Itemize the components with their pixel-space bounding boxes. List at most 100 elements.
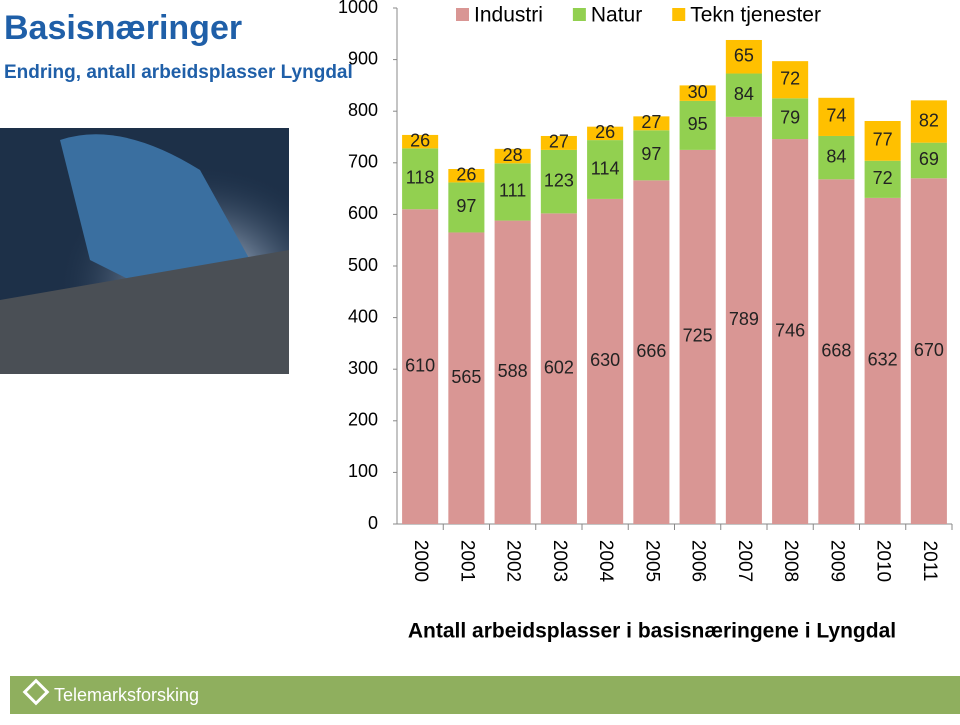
y-tick-label: 1000	[338, 0, 378, 17]
data-label: 602	[544, 357, 574, 377]
y-tick-label: 500	[348, 255, 378, 275]
data-label: 95	[688, 114, 708, 134]
data-label: 97	[456, 196, 476, 216]
x-tick-label: 2010	[873, 540, 894, 582]
bar-segment	[402, 148, 439, 210]
legend-swatch	[456, 8, 469, 21]
x-axis-title: Antall arbeidsplasser i basisnæringene i…	[408, 620, 896, 643]
slide-subtitle: Endring, antall arbeidsplasser Lyngdal	[4, 62, 353, 83]
footer-bar	[10, 676, 960, 714]
data-label: 74	[826, 106, 846, 126]
bar-segment	[633, 180, 670, 524]
bar-segment	[772, 139, 809, 524]
data-label: 670	[914, 340, 944, 360]
bar-segment	[402, 209, 439, 525]
x-tick-label: 2001	[456, 540, 477, 582]
bar-segment	[818, 135, 855, 180]
data-label: 610	[405, 355, 435, 375]
legend-label: Natur	[591, 4, 642, 27]
bar-segment	[679, 100, 716, 150]
bar-segment	[633, 130, 670, 181]
data-label: 27	[549, 132, 569, 152]
bar-segment	[864, 160, 901, 198]
bar-segment	[725, 116, 762, 524]
bar-segment	[587, 140, 624, 199]
bar-segment	[679, 85, 716, 101]
x-tick-label: 2008	[780, 540, 801, 582]
data-label: 111	[499, 181, 526, 201]
bar-segment	[725, 73, 762, 117]
data-label: 632	[868, 350, 898, 370]
data-label: 725	[683, 326, 713, 346]
x-tick-label: 2006	[688, 540, 709, 582]
bar-segment	[402, 134, 439, 149]
bar-segment	[725, 39, 762, 74]
bar-segment	[494, 148, 531, 164]
data-label: 72	[873, 168, 893, 188]
legend-label: Tekn tjenester	[690, 4, 821, 27]
data-label: 114	[591, 158, 620, 178]
bar-segment	[587, 198, 624, 525]
data-label: 82	[919, 110, 939, 130]
bar-segment	[448, 168, 485, 183]
bar-segment	[772, 61, 809, 99]
x-tick-label: 2011	[919, 541, 940, 582]
legend-swatch	[572, 8, 586, 21]
data-label: 84	[734, 84, 754, 104]
x-tick-label: 2007	[734, 540, 755, 582]
x-tick-label: 2000	[410, 540, 431, 582]
y-tick-label: 400	[348, 306, 378, 326]
data-label: 118	[406, 168, 435, 188]
x-tick-label: 2003	[549, 540, 570, 582]
slide-title: Basisnæringer	[4, 9, 242, 47]
x-tick-label: 2002	[503, 540, 524, 582]
y-tick-label: 200	[348, 410, 378, 430]
data-label: 123	[544, 170, 574, 190]
bar-segment	[448, 182, 485, 233]
bar-segment	[910, 178, 947, 524]
data-label: 789	[729, 309, 759, 329]
data-label: 84	[826, 146, 846, 166]
data-label: 97	[641, 144, 661, 164]
bar-segment	[818, 179, 855, 524]
bar-segment	[910, 100, 947, 143]
legend-swatch	[672, 8, 686, 21]
data-label: 630	[590, 350, 620, 370]
bar-segment	[679, 149, 716, 524]
y-tick-label: 300	[348, 358, 378, 378]
data-label: 588	[498, 361, 528, 381]
x-tick-label: 2005	[641, 540, 662, 582]
legend-label: Industri	[474, 4, 543, 27]
data-label: 30	[688, 82, 708, 102]
data-label: 668	[821, 340, 851, 360]
data-label: 77	[873, 130, 893, 150]
y-tick-label: 800	[348, 100, 378, 120]
bar-segment	[910, 142, 947, 179]
bar-segment	[540, 149, 577, 214]
data-label: 26	[456, 164, 476, 184]
bar-segment	[633, 116, 670, 131]
data-label: 26	[595, 122, 615, 142]
bar-segment	[772, 98, 809, 140]
bar-segment	[864, 121, 901, 161]
bar-segment	[494, 220, 531, 525]
bar-segment	[494, 163, 531, 221]
x-tick-label: 2009	[826, 540, 847, 582]
bar-segment	[864, 197, 901, 524]
y-tick-label: 900	[348, 48, 378, 68]
data-label: 666	[636, 341, 666, 361]
y-tick-label: 100	[348, 461, 378, 481]
bar-segment	[587, 126, 624, 141]
data-label: 79	[780, 107, 800, 127]
data-label: 69	[919, 149, 939, 169]
y-tick-label: 600	[348, 203, 378, 223]
logo-icon	[22, 678, 50, 706]
bar-segment	[818, 97, 855, 136]
data-label: 65	[734, 46, 754, 66]
photo	[0, 128, 289, 374]
data-label: 565	[451, 367, 481, 387]
data-label: 28	[503, 145, 523, 165]
x-tick-label: 2004	[595, 540, 616, 583]
bar-segment	[540, 135, 577, 150]
